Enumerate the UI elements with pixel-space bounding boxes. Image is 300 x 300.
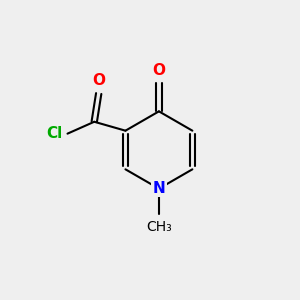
Text: N: N xyxy=(152,181,165,196)
Text: O: O xyxy=(92,73,105,88)
Text: CH₃: CH₃ xyxy=(146,220,172,234)
Text: Cl: Cl xyxy=(46,126,62,141)
Text: O: O xyxy=(152,63,165,78)
